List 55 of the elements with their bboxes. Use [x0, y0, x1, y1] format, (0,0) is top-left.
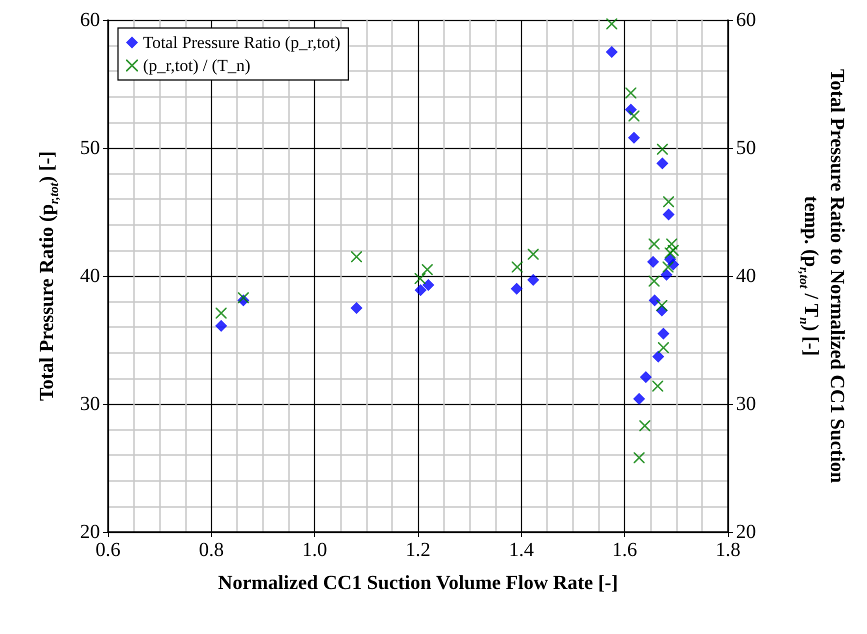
point — [422, 278, 434, 291]
legend-label: Total Pressure Ratio (p_r,tot) — [143, 33, 340, 52]
point — [606, 18, 618, 30]
point — [640, 371, 652, 384]
point — [660, 268, 673, 281]
y-tick-label: 30 — [80, 393, 100, 415]
point — [414, 273, 426, 284]
point — [657, 328, 670, 340]
point — [238, 292, 249, 304]
point — [648, 238, 660, 250]
point — [527, 274, 540, 286]
point — [633, 392, 646, 405]
point — [652, 350, 664, 363]
point — [628, 110, 640, 122]
point — [639, 420, 650, 432]
y-tick-label: 40 — [80, 265, 100, 287]
x-tick-label: 0.8 — [198, 539, 224, 561]
point — [634, 452, 645, 464]
point — [215, 320, 228, 332]
point — [350, 302, 363, 314]
point — [512, 262, 523, 273]
x-tick-label: 1.2 — [406, 539, 430, 561]
point — [648, 294, 661, 306]
point — [414, 284, 427, 296]
point — [422, 264, 433, 276]
legend-label: (p_r,tot) / (T_n) — [143, 56, 250, 75]
y-axis-title: Total Pressure Ratio (pr,tot) [-] — [36, 151, 61, 401]
point — [628, 132, 640, 144]
point — [662, 208, 675, 221]
point — [656, 144, 668, 155]
x-axis-title: Normalized CC1 Suction Volume Flow Rate [-] — [218, 572, 618, 594]
point — [510, 282, 523, 295]
point — [606, 46, 618, 58]
y-tick-label: 60 — [80, 9, 100, 31]
y2-tick-label: 40 — [736, 265, 756, 287]
point — [656, 300, 668, 311]
point — [528, 248, 539, 260]
point — [648, 276, 660, 287]
y2-tick-label: 50 — [736, 137, 756, 159]
point — [656, 157, 668, 170]
point — [216, 308, 227, 319]
x-tick-label: 1.6 — [612, 539, 638, 561]
point — [658, 342, 669, 354]
y2-tick-label: 60 — [736, 9, 756, 31]
x-tick-label: 1.0 — [302, 539, 328, 561]
x-tick-label: 1.4 — [508, 539, 534, 561]
point — [668, 244, 679, 256]
point — [351, 251, 362, 262]
y-tick-label: 50 — [80, 137, 100, 159]
y2-tick-label: 30 — [736, 393, 756, 415]
point — [652, 380, 664, 392]
point — [662, 262, 674, 273]
point — [625, 87, 636, 98]
point — [647, 256, 660, 268]
point — [663, 196, 674, 208]
